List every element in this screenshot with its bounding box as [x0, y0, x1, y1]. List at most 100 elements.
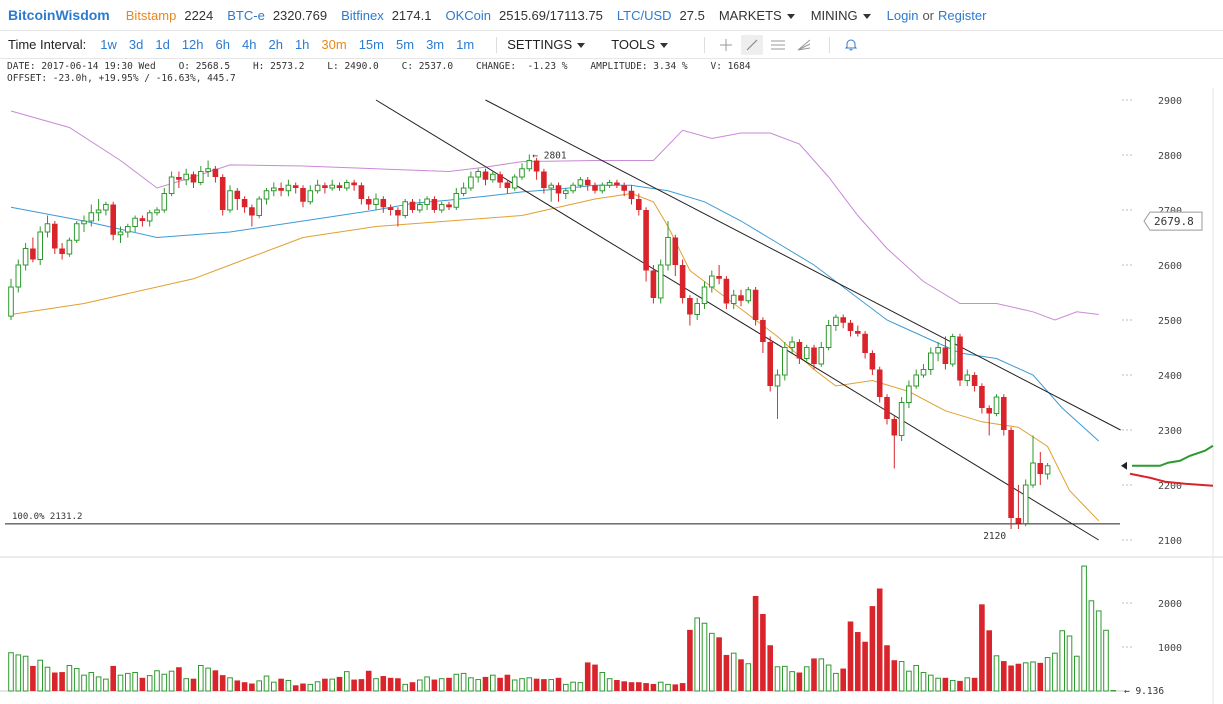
current-price-tag — [1143, 211, 1203, 231]
candlestick — [1015, 485, 1022, 529]
price-chart[interactable]: 2900 2800 2700 2600 2500 2400 2300 2200 2100 2000… — [0, 88, 1223, 704]
candlestick — [365, 196, 372, 210]
candle-body — [876, 369, 883, 397]
volume-bar — [409, 682, 416, 691]
candlestick — [88, 204, 95, 227]
volume-bar — [621, 681, 627, 691]
candlestick — [292, 182, 299, 194]
candlestick — [329, 179, 335, 191]
volume-bar — [1052, 652, 1058, 692]
fan-tool-icon[interactable] — [793, 35, 815, 55]
interval-1m[interactable]: 1m — [456, 37, 475, 52]
candlestick — [745, 287, 752, 304]
candlestick — [1044, 463, 1051, 480]
candle-body — [599, 184, 606, 192]
market-ticker-okcoin[interactable]: OKCoin 2515.69/17113.75 — [445, 8, 602, 23]
site-logo[interactable]: BitcoinWisdom — [8, 7, 110, 23]
market-ticker-btce[interactable]: BTC-e 2320.769 — [227, 8, 327, 23]
interval-4h[interactable]: 4h — [242, 37, 257, 52]
interval-3m[interactable]: 3m — [426, 37, 445, 52]
interval-30m[interactable]: 30m — [321, 37, 347, 52]
volume-bar — [657, 681, 664, 692]
trend-line — [485, 99, 1121, 431]
interval-1h[interactable]: 1h — [294, 37, 310, 52]
candle-body — [606, 182, 613, 186]
interval-2h[interactable]: 2h — [268, 37, 283, 52]
interval-12h[interactable]: 12h — [181, 37, 204, 52]
line-tool-icon[interactable] — [741, 34, 764, 55]
price-axis-label: 2900 — [1158, 96, 1182, 107]
register-link[interactable]: Register — [938, 7, 987, 23]
interval-1d[interactable]: 1d — [155, 37, 170, 52]
candle-body — [957, 336, 963, 381]
crosshair-tool-icon[interactable] — [715, 35, 737, 55]
candlestick — [541, 168, 547, 194]
candlestick — [599, 182, 606, 194]
candle-body — [811, 347, 817, 364]
candle-body — [760, 320, 766, 342]
candle-body — [1037, 463, 1044, 474]
login-link[interactable]: Login — [886, 7, 919, 23]
candlestick — [249, 204, 255, 227]
horizontal-lines-tool-icon[interactable] — [767, 35, 789, 55]
price-axis-label: 2300 — [1158, 426, 1182, 437]
volume-bar — [957, 680, 963, 691]
interval-3d[interactable]: 3d — [128, 37, 144, 52]
volume-bar — [898, 661, 905, 692]
candlestick — [942, 336, 949, 370]
chevron-down-icon — [660, 43, 669, 49]
candle-body — [928, 352, 934, 370]
candle-body — [358, 185, 365, 199]
market-price: 2515.69/17113.75 — [499, 7, 603, 23]
volume-bar — [263, 675, 270, 692]
candlestick — [344, 179, 350, 191]
volume-bar — [709, 632, 715, 692]
candlestick — [570, 182, 576, 194]
candle-body — [526, 160, 533, 170]
candlestick — [300, 185, 306, 208]
interval-15m[interactable]: 15m — [358, 37, 384, 52]
candlestick — [548, 182, 555, 202]
settings-menu[interactable]: SETTINGS — [507, 37, 586, 52]
candlestick — [431, 196, 438, 213]
candle-body — [979, 386, 985, 408]
market-price: 2174.1 — [391, 7, 432, 23]
candlestick — [73, 221, 80, 243]
volume-bar — [599, 672, 606, 692]
candle-body — [176, 177, 182, 180]
volume-bar — [344, 671, 350, 692]
volume-bar — [614, 680, 620, 691]
candlestick — [935, 342, 941, 362]
bell-alert-icon[interactable] — [840, 35, 862, 55]
interval-5m[interactable]: 5m — [396, 37, 415, 52]
market-ticker-ltcusd[interactable]: LTC/USD 27.5 — [617, 8, 705, 23]
volume-bar — [716, 637, 722, 691]
volume-bar — [234, 680, 241, 691]
volume-bar — [417, 679, 423, 692]
candlestick — [694, 298, 701, 320]
volume-bar — [146, 675, 153, 692]
candlestick — [723, 276, 730, 309]
market-ticker-bitstamp[interactable]: Bitstamp 2224 — [126, 8, 214, 23]
market-ticker-bitfinex[interactable]: Bitfinex 2174.1 — [341, 8, 431, 23]
candlestick — [687, 295, 693, 326]
candlestick — [825, 320, 832, 351]
candle-body — [417, 204, 423, 211]
interval-1w[interactable]: 1w — [100, 37, 117, 52]
candlestick — [519, 163, 525, 180]
interval-6h[interactable]: 6h — [215, 37, 230, 52]
volume-bar — [1008, 665, 1014, 691]
candle-body — [657, 264, 664, 299]
volume-bar — [271, 681, 277, 692]
candlestick — [672, 234, 679, 276]
candlestick — [884, 394, 890, 425]
mining-menu[interactable]: MINING — [811, 8, 871, 23]
candle-body — [37, 231, 44, 260]
candlestick — [380, 196, 387, 213]
candle-body — [395, 210, 401, 216]
candle-body — [271, 187, 277, 192]
markets-menu[interactable]: MARKETS — [719, 8, 795, 23]
candle-body — [563, 190, 569, 194]
volume-bar — [774, 666, 781, 692]
tools-menu[interactable]: TOOLS — [611, 37, 669, 52]
